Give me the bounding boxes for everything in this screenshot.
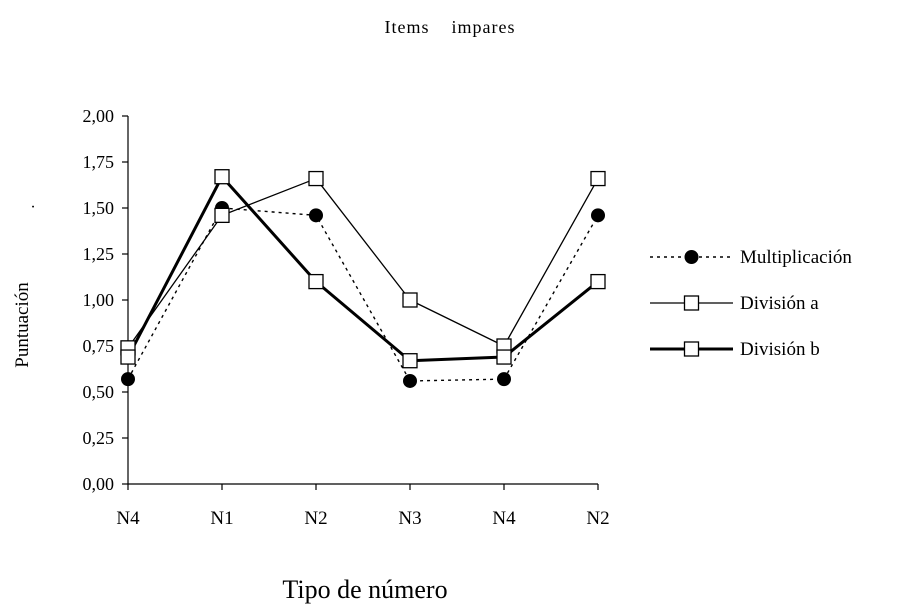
stray-dot-mark: · — [30, 199, 35, 216]
data-point-3 — [590, 273, 606, 290]
data-point-3 — [496, 349, 512, 365]
data-point-1 — [403, 373, 417, 388]
legend-marker-1 — [684, 250, 699, 264]
series-line-2 — [127, 177, 599, 349]
data-point-1 — [309, 208, 323, 223]
y-tick-label: 0,25 — [83, 428, 115, 448]
legend-label-1: Multiplicación — [740, 247, 852, 268]
x-tick-label: N2 — [304, 508, 327, 529]
y-tick-label: 0,75 — [83, 336, 115, 356]
x-axis-title: Tipo de número — [282, 575, 447, 604]
x-tick-label: N4 — [492, 508, 516, 529]
y-tick-label: 2,00 — [83, 106, 115, 126]
y-tick-label: 1,50 — [83, 198, 115, 218]
legend-marker-2 — [683, 295, 700, 311]
data-point-2 — [402, 292, 418, 308]
legend-marker-3 — [683, 341, 700, 357]
series-lines — [126, 175, 599, 382]
y-tick-label: 1,25 — [83, 244, 115, 264]
data-point-1 — [591, 208, 605, 223]
x-tick-label: N4 — [116, 508, 140, 529]
data-point-1 — [121, 372, 135, 387]
x-tick-label: N1 — [210, 508, 233, 529]
y-tick-label: 0,00 — [83, 474, 115, 494]
data-point-2 — [214, 207, 230, 224]
legend-label-2: División a — [740, 293, 819, 314]
data-point-1 — [497, 372, 511, 387]
chart-title: Items impares — [385, 17, 516, 37]
y-axis-title: Puntuación — [12, 282, 33, 368]
y-tick-label: 1,00 — [83, 290, 115, 310]
data-point-2 — [590, 170, 606, 187]
y-tick-label: 1,75 — [83, 152, 115, 172]
data-point-3 — [214, 169, 230, 185]
data-point-3 — [402, 353, 418, 369]
series-markers — [120, 169, 606, 388]
data-point-3 — [120, 349, 136, 365]
legend-label-3: División b — [740, 339, 820, 360]
legend: Multiplicación División a División b — [650, 247, 852, 360]
series-line-1 — [127, 207, 599, 382]
y-tick-label: 0,50 — [83, 382, 115, 402]
axes: 0,00 0,25 0,50 0,75 1,00 1,25 1,50 1,75 2,00 N4 N1… — [83, 106, 610, 529]
data-point-2 — [308, 170, 324, 187]
series-line-3 — [126, 175, 599, 363]
x-tick-label: N2 — [586, 508, 609, 529]
x-tick-label: N3 — [398, 508, 421, 529]
data-point-3 — [308, 273, 324, 290]
